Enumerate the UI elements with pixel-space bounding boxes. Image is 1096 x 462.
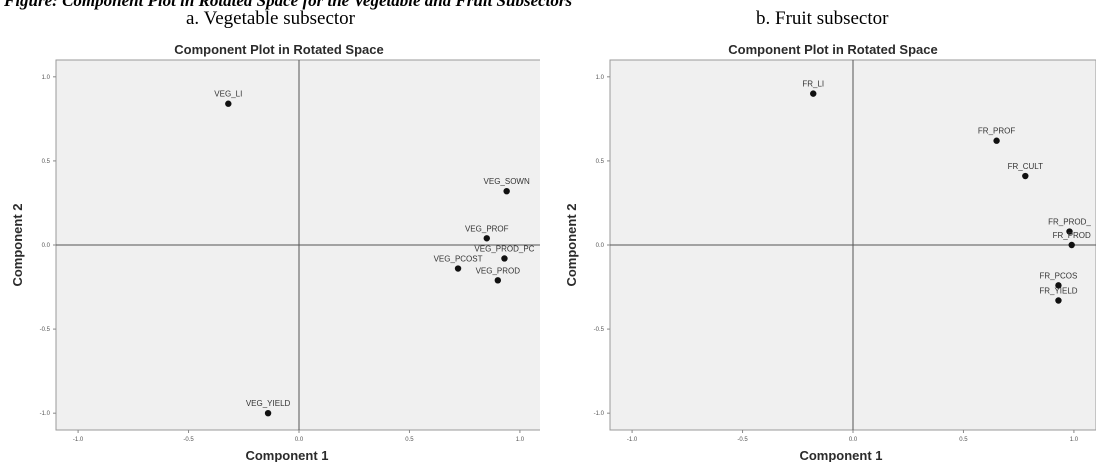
panel-a-label: a. Vegetable subsector bbox=[186, 8, 356, 29]
vegetable-component-plot: Component Plot in Rotated Space Component… bbox=[10, 42, 540, 462]
x-tick-label: -0.5 bbox=[183, 437, 194, 443]
x-tick-label: 0.0 bbox=[849, 437, 858, 443]
point-label: VEG_PROD bbox=[476, 266, 521, 275]
data-point bbox=[264, 409, 272, 417]
y-tick-label: -0.5 bbox=[40, 327, 51, 333]
point-label: FR_PROD_ bbox=[1048, 218, 1091, 227]
data-point bbox=[483, 235, 490, 242]
y-tick-label: 0.5 bbox=[42, 159, 51, 165]
data-point bbox=[494, 277, 502, 284]
data-point bbox=[454, 265, 462, 272]
chart-title: Component Plot in Rotated Space bbox=[728, 42, 937, 57]
y-tick-label: 0.0 bbox=[596, 243, 605, 249]
point-label: FR_PCOS bbox=[1040, 271, 1078, 280]
y-tick-label: -0.5 bbox=[594, 327, 605, 333]
x-axis-label: Component 1 bbox=[799, 448, 882, 462]
x-tick-label: 1.0 bbox=[1070, 437, 1079, 443]
panel-b-label: b. Fruit subsector bbox=[756, 8, 889, 29]
data-point bbox=[1055, 282, 1062, 289]
y-tick-label: 1.0 bbox=[596, 75, 605, 81]
data-point bbox=[1066, 228, 1073, 235]
data-point bbox=[1068, 241, 1075, 249]
point-label: FR_CULT bbox=[1008, 162, 1044, 171]
data-point bbox=[503, 187, 510, 195]
x-tick-label: -1.0 bbox=[627, 437, 638, 443]
data-point bbox=[225, 100, 232, 107]
x-tick-label: 0.5 bbox=[405, 437, 414, 443]
x-tick-label: 1.0 bbox=[516, 437, 525, 443]
x-tick-label: 0.0 bbox=[295, 437, 304, 443]
point-label: VEG_PCOST bbox=[434, 255, 483, 264]
chart-title: Component Plot in Rotated Space bbox=[174, 42, 383, 57]
y-tick-label: -1.0 bbox=[594, 411, 605, 417]
point-label: VEG_SOWN bbox=[484, 177, 530, 186]
point-label: FR_PROD bbox=[1053, 231, 1091, 240]
y-axis-label: Component 2 bbox=[10, 203, 25, 286]
point-label: FR_LI bbox=[802, 80, 824, 89]
data-point bbox=[501, 255, 508, 262]
y-tick-label: 0.5 bbox=[596, 159, 605, 165]
point-label: VEG_PROF bbox=[465, 224, 509, 233]
y-tick-label: 0.0 bbox=[42, 243, 51, 249]
point-label: VEG_LI bbox=[214, 90, 242, 99]
data-point bbox=[1022, 172, 1029, 180]
point-label: VEG_PROD_PC bbox=[474, 244, 534, 253]
y-tick-label: -1.0 bbox=[40, 411, 51, 417]
figure-caption: Figure: Component Plot in Rotated Space … bbox=[4, 0, 573, 10]
y-tick-label: 1.0 bbox=[42, 75, 51, 81]
fruit-component-plot: Component Plot in Rotated Space Component… bbox=[564, 42, 1096, 462]
point-label: VEG_YIELD bbox=[246, 399, 291, 408]
point-label: FR_PROF bbox=[978, 127, 1015, 136]
y-axis-label: Component 2 bbox=[564, 203, 579, 286]
data-point bbox=[1055, 297, 1062, 304]
x-tick-label: 0.5 bbox=[959, 437, 968, 443]
point-label: FR_YIELD bbox=[1039, 287, 1077, 296]
x-tick-label: -0.5 bbox=[737, 437, 748, 443]
data-point bbox=[810, 90, 817, 97]
data-point bbox=[993, 137, 1000, 144]
x-axis-label: Component 1 bbox=[245, 448, 328, 462]
x-tick-label: -1.0 bbox=[73, 437, 84, 443]
